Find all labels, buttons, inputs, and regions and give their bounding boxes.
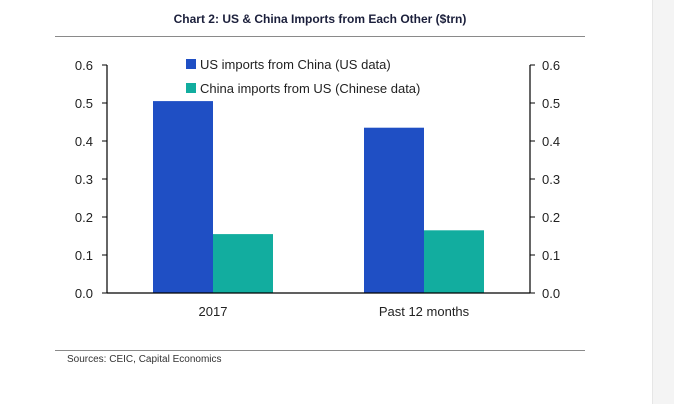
- bar-series-2-2: [424, 230, 484, 293]
- source-note: Sources: CEIC, Capital Economics: [67, 354, 222, 365]
- right-tick-label: 0.1: [542, 248, 560, 263]
- chart-title: Chart 2: US & China Imports from Each Ot…: [173, 12, 467, 26]
- category-label: 2017: [199, 304, 228, 319]
- right-tick-label: 0.0: [542, 286, 560, 301]
- legend-swatch-2: [186, 83, 196, 93]
- left-tick-label: 0.1: [75, 248, 93, 263]
- left-tick-label: 0.5: [75, 96, 93, 111]
- bar-series-2-1: [213, 234, 273, 293]
- right-tick-label: 0.2: [542, 210, 560, 225]
- right-tick-label: 0.6: [542, 58, 560, 73]
- left-tick-label: 0.2: [75, 210, 93, 225]
- right-tick-label: 0.5: [542, 96, 560, 111]
- bar-series-1-2: [364, 127, 424, 293]
- source-rule: [55, 350, 585, 351]
- category-label: Past 12 months: [379, 304, 470, 319]
- right-tick-label: 0.3: [542, 172, 560, 187]
- legend-label-1: US imports from China (US data): [200, 57, 391, 72]
- legend-swatch-1: [186, 59, 196, 69]
- legend-label-2: China imports from US (Chinese data): [200, 81, 420, 96]
- left-tick-label: 0.0: [75, 286, 93, 301]
- bar-series-1-1: [153, 101, 213, 293]
- page-side-strip: [652, 0, 674, 404]
- left-tick-label: 0.3: [75, 172, 93, 187]
- right-tick-label: 0.4: [542, 134, 560, 149]
- left-tick-label: 0.6: [75, 58, 93, 73]
- left-tick-label: 0.4: [75, 134, 93, 149]
- title-rule: [55, 36, 585, 37]
